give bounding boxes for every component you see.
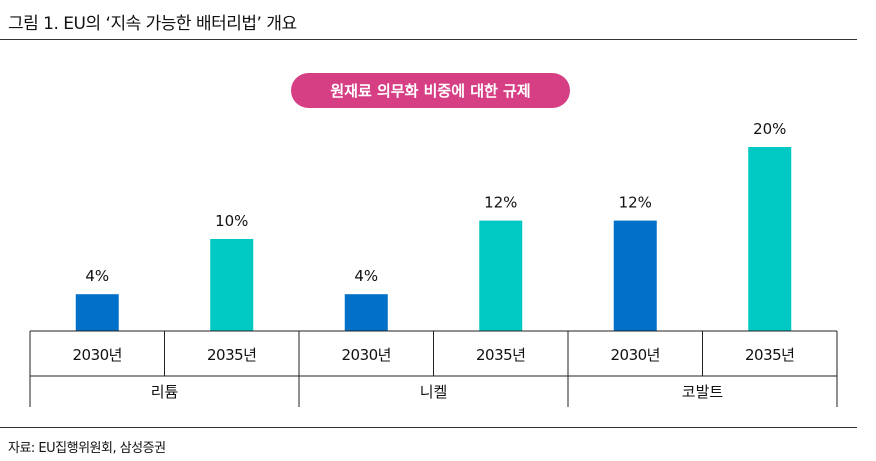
data-label-1: 10% [215,212,248,230]
data-label-5: 20% [753,120,786,138]
bar-5 [748,147,792,331]
category-label-1: 2035년 [207,346,256,364]
category-label-4: 2030년 [611,346,660,364]
bottom-rule [0,427,857,428]
source-note: 자료: EU집행위원회, 삼성증권 [8,441,166,456]
category-label-3: 2035년 [476,346,525,364]
category-label-2: 2030년 [342,346,391,364]
bar-2 [344,294,388,331]
category-label-0: 2030년 [73,346,122,364]
group-label-1: 니켈 [420,383,448,401]
bars-layer: 4% 10% 4% 12% 12% 20% [75,120,792,331]
chart-title-pill-bg [291,73,570,108]
bar-3 [479,220,523,331]
data-label-2: 4% [354,267,378,285]
group-label-2: 코발트 [682,383,724,401]
data-label-0: 4% [85,267,109,285]
category-label-5: 2035년 [745,346,794,364]
group-label-0: 리튬 [151,383,179,401]
data-label-3: 12% [484,194,517,212]
bar-1 [210,239,254,331]
bar-0 [75,294,119,331]
bar-4 [613,220,657,331]
chart-title: 원재료 의무화 비중에 대한 규제 [330,82,530,100]
data-label-4: 12% [619,194,652,212]
top-rule [0,39,857,40]
chart-title-pill: 원재료 의무화 비중에 대한 규제 [291,73,570,108]
figure-title: 그림 1. EU의 ‘지속 가능한 배터리법’ 개요 [8,14,297,34]
